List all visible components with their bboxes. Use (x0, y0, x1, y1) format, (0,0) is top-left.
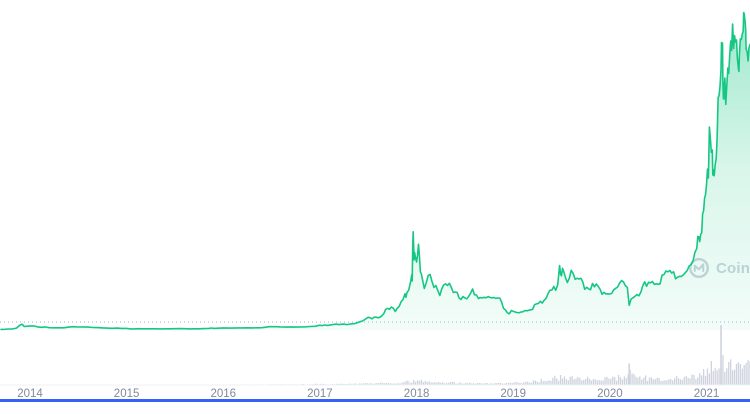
x-axis-label: 2019 (500, 388, 526, 400)
volume-outlier-bar (628, 363, 630, 385)
volume-bars (16, 325, 750, 385)
price-area (0, 12, 750, 330)
x-axis-label: 2018 (404, 388, 430, 400)
volume-outlier-bar (720, 325, 722, 385)
x-axis-label: 2014 (17, 388, 43, 400)
x-axis-label: 2017 (307, 388, 333, 400)
x-axis-label: 2015 (114, 388, 140, 400)
x-axis-label: 2016 (211, 388, 237, 400)
x-axis-labels: 2014 2015 2016 2017 2018 2019 2020 2021 (17, 388, 719, 400)
x-axis-label: 2020 (597, 388, 623, 400)
x-axis-label: 2021 (694, 388, 720, 400)
navigator-track[interactable] (0, 399, 750, 402)
price-line (0, 11, 750, 331)
